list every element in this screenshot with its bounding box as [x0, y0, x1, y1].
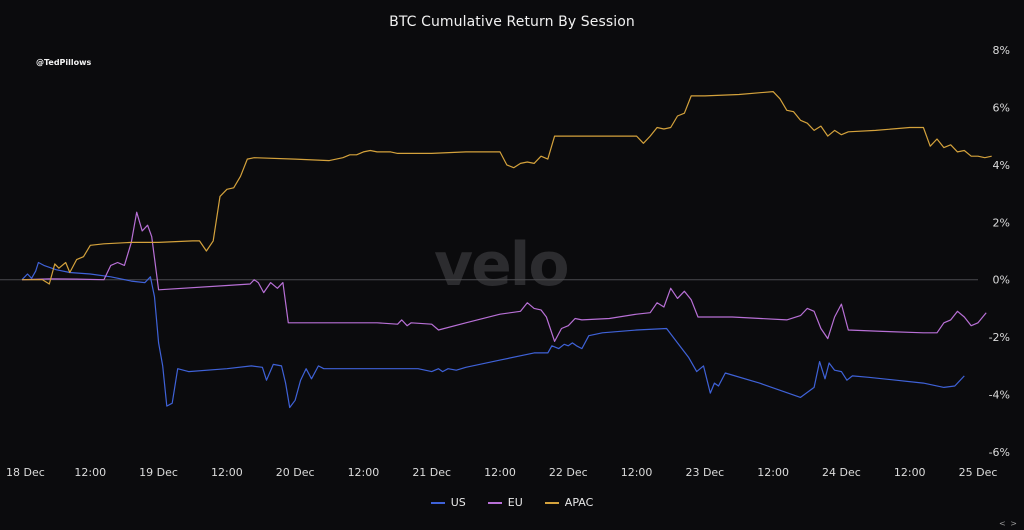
y-tick-label: -2% — [989, 331, 1010, 344]
x-tick-label: 24 Dec — [822, 466, 861, 479]
chart-title: BTC Cumulative Return By Session — [389, 14, 635, 30]
x-tick-label: 12:00 — [894, 466, 926, 479]
x-tick-label: 12:00 — [484, 466, 516, 479]
y-tick-label: 2% — [993, 216, 1010, 229]
y-tick-label: -4% — [989, 389, 1010, 402]
series-line-us[interactable] — [21, 261, 965, 409]
y-tick-label: 4% — [993, 159, 1010, 172]
x-tick-label: 25 Dec — [959, 466, 998, 479]
y-tick-label: 6% — [993, 101, 1010, 114]
x-tick-label: 18 Dec — [6, 466, 45, 479]
x-tick-label: 12:00 — [621, 466, 653, 479]
x-tick-label: 19 Dec — [139, 466, 178, 479]
legend-item-us[interactable]: US — [430, 496, 466, 509]
nav-arrows[interactable]: < > — [999, 519, 1018, 528]
x-tick-label: 20 Dec — [276, 466, 315, 479]
x-tick-label: 12:00 — [348, 466, 380, 479]
legend-swatch — [487, 501, 502, 504]
x-tick-label: 23 Dec — [685, 466, 724, 479]
legend-item-eu[interactable]: EU — [487, 496, 523, 509]
y-tick-label: 8% — [993, 44, 1010, 57]
author-handle: @TedPillows — [36, 58, 92, 67]
x-tick-label: 22 Dec — [549, 466, 588, 479]
legend-swatch — [544, 501, 559, 504]
legend-swatch — [430, 501, 445, 504]
x-tick-label: 12:00 — [74, 466, 106, 479]
y-tick-label: 0% — [993, 274, 1010, 287]
legend: US EU APAC — [0, 496, 1024, 509]
x-tick-label: 12:00 — [757, 466, 789, 479]
y-tick-label: -6% — [989, 446, 1010, 459]
legend-item-apac[interactable]: APAC — [544, 496, 594, 509]
x-tick-label: 12:00 — [211, 466, 243, 479]
legend-label: APAC — [564, 496, 594, 509]
series-line-eu[interactable] — [21, 211, 987, 342]
x-tick-label: 21 Dec — [412, 466, 451, 479]
y-axis: -6% -4% -2% 0% 2% 4% 6% 8% — [989, 44, 1010, 459]
legend-label: US — [450, 496, 466, 509]
series-layer — [21, 90, 992, 409]
velo-watermark: velo — [434, 230, 570, 300]
legend-label: EU — [507, 496, 523, 509]
series-line-apac[interactable] — [22, 90, 992, 285]
x-axis: 18 Dec 12:00 19 Dec 12:00 20 Dec 12:00 21 Dec 1… — [6, 466, 997, 479]
